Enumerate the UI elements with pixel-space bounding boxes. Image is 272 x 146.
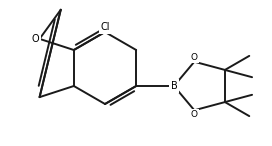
Text: O: O [191,110,198,119]
Text: O: O [191,53,198,62]
Text: B: B [171,81,177,91]
Text: Cl: Cl [100,22,110,32]
Text: O: O [32,34,40,44]
